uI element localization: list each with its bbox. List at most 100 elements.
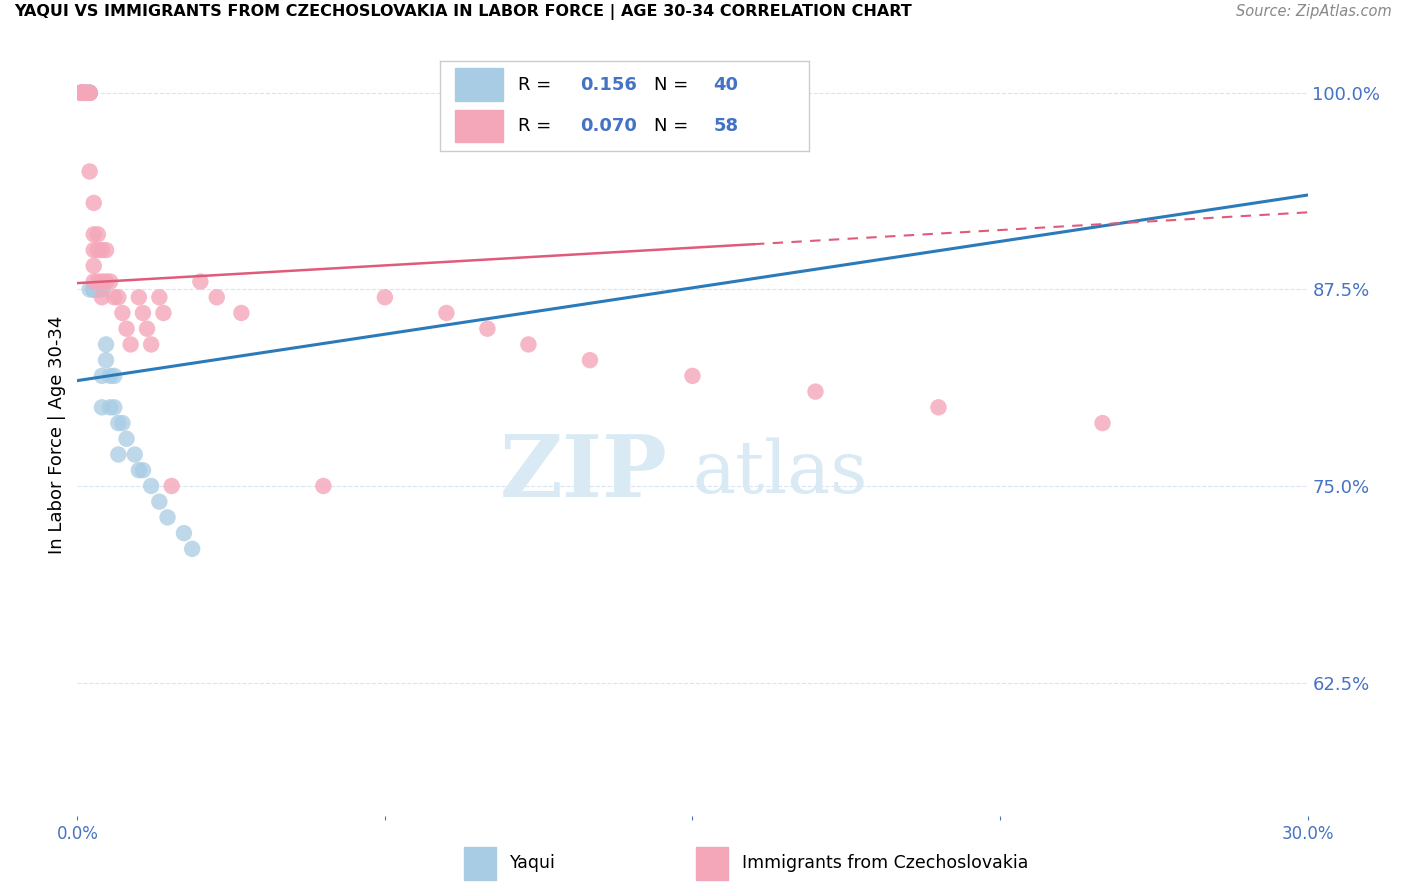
Point — [83, 195, 105, 210]
Point — [181, 541, 204, 556]
Point — [141, 337, 163, 351]
Point — [87, 282, 110, 296]
Point — [90, 368, 114, 383]
Point — [79, 86, 101, 100]
Point — [90, 290, 114, 304]
Point — [75, 86, 97, 100]
Point — [804, 384, 827, 399]
Point — [83, 282, 105, 296]
Point — [115, 322, 138, 336]
Point — [107, 416, 129, 430]
Point — [94, 275, 117, 289]
Point — [70, 86, 93, 100]
Point — [682, 368, 704, 383]
Text: ZIP: ZIP — [501, 431, 668, 515]
Point — [98, 368, 121, 383]
Point — [90, 401, 114, 415]
Point — [90, 275, 114, 289]
Point — [79, 86, 101, 100]
Point — [148, 494, 170, 508]
Point — [83, 282, 105, 296]
Point — [173, 526, 195, 541]
Point — [1091, 416, 1114, 430]
Point — [70, 86, 93, 100]
Bar — [696, 847, 728, 880]
Point — [107, 448, 129, 462]
Point — [75, 86, 97, 100]
Point — [98, 401, 121, 415]
Point — [231, 306, 253, 320]
Point — [83, 275, 105, 289]
Point — [160, 479, 183, 493]
Point — [111, 416, 134, 430]
Text: Source: ZipAtlas.com: Source: ZipAtlas.com — [1236, 4, 1392, 20]
Point — [148, 290, 170, 304]
Text: Yaqui: Yaqui — [510, 854, 555, 872]
Point — [75, 86, 97, 100]
Point — [152, 306, 174, 320]
Point — [188, 275, 212, 289]
Point — [79, 282, 101, 296]
Point — [70, 86, 93, 100]
Point — [90, 243, 114, 257]
Point — [128, 463, 150, 477]
Point — [579, 353, 602, 368]
Text: atlas: atlas — [693, 438, 868, 508]
Point — [156, 510, 179, 524]
Point — [98, 275, 121, 289]
Point — [75, 86, 97, 100]
Point — [136, 322, 159, 336]
Point — [87, 282, 110, 296]
Text: YAQUI VS IMMIGRANTS FROM CZECHOSLOVAKIA IN LABOR FORCE | AGE 30-34 CORRELATION C: YAQUI VS IMMIGRANTS FROM CZECHOSLOVAKIA … — [14, 4, 912, 21]
Point — [79, 86, 101, 100]
Point — [70, 86, 93, 100]
Point — [128, 290, 150, 304]
Point — [79, 86, 101, 100]
Point — [70, 86, 93, 100]
Point — [94, 337, 117, 351]
Point — [70, 86, 93, 100]
Point — [103, 290, 125, 304]
Point — [517, 337, 540, 351]
Point — [87, 275, 110, 289]
Point — [477, 322, 499, 336]
Y-axis label: In Labor Force | Age 30-34: In Labor Force | Age 30-34 — [48, 316, 66, 554]
Point — [107, 290, 129, 304]
Point — [83, 227, 105, 242]
Point — [94, 243, 117, 257]
Point — [75, 86, 97, 100]
Point — [83, 259, 105, 273]
Point — [79, 86, 101, 100]
Point — [90, 282, 114, 296]
Point — [70, 86, 93, 100]
Point — [83, 282, 105, 296]
Point — [141, 479, 163, 493]
Point — [132, 463, 155, 477]
Point — [83, 243, 105, 257]
Point — [70, 86, 93, 100]
Text: Immigrants from Czechoslovakia: Immigrants from Czechoslovakia — [742, 854, 1028, 872]
Point — [94, 353, 117, 368]
Point — [70, 86, 93, 100]
Point — [90, 282, 114, 296]
Bar — [464, 847, 496, 880]
Point — [115, 432, 138, 446]
Point — [374, 290, 396, 304]
Point — [312, 479, 335, 493]
Point — [75, 86, 97, 100]
Point — [79, 86, 101, 100]
Point — [205, 290, 228, 304]
Point — [75, 86, 97, 100]
Point — [79, 86, 101, 100]
Point — [70, 86, 93, 100]
Point — [70, 86, 93, 100]
Point — [70, 86, 93, 100]
Point — [111, 306, 134, 320]
Point — [70, 86, 93, 100]
Point — [103, 401, 125, 415]
Point — [436, 306, 458, 320]
Point — [87, 282, 110, 296]
Point — [103, 368, 125, 383]
Point — [928, 401, 950, 415]
Point — [120, 337, 142, 351]
